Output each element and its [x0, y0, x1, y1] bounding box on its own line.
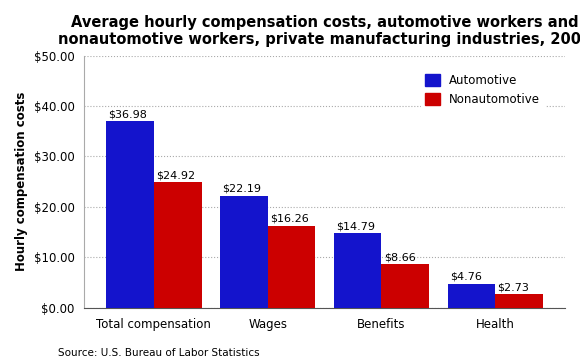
Title: Average hourly compensation costs, automotive workers and
nonautomotive workers,: Average hourly compensation costs, autom… [58, 15, 580, 48]
Text: $22.19: $22.19 [222, 184, 261, 194]
Bar [334, 233, 382, 308]
Y-axis label: Hourly compensation costs: Hourly compensation costs [15, 92, 28, 271]
Bar [106, 121, 154, 308]
Text: $4.76: $4.76 [450, 272, 481, 282]
Text: $8.66: $8.66 [384, 252, 415, 262]
Bar [267, 226, 316, 308]
Bar [220, 196, 267, 308]
Text: $14.79: $14.79 [336, 221, 375, 231]
Text: $2.73: $2.73 [498, 282, 530, 292]
Bar [495, 294, 543, 308]
Text: $36.98: $36.98 [108, 109, 147, 119]
Bar [382, 264, 429, 308]
Text: $24.92: $24.92 [156, 170, 195, 180]
Text: Source: U.S. Bureau of Labor Statistics: Source: U.S. Bureau of Labor Statistics [58, 348, 260, 359]
Legend: Automotive, Nonautomotive: Automotive, Nonautomotive [420, 69, 545, 111]
Bar [154, 182, 202, 308]
Text: $16.26: $16.26 [270, 214, 309, 224]
Bar [448, 284, 495, 308]
